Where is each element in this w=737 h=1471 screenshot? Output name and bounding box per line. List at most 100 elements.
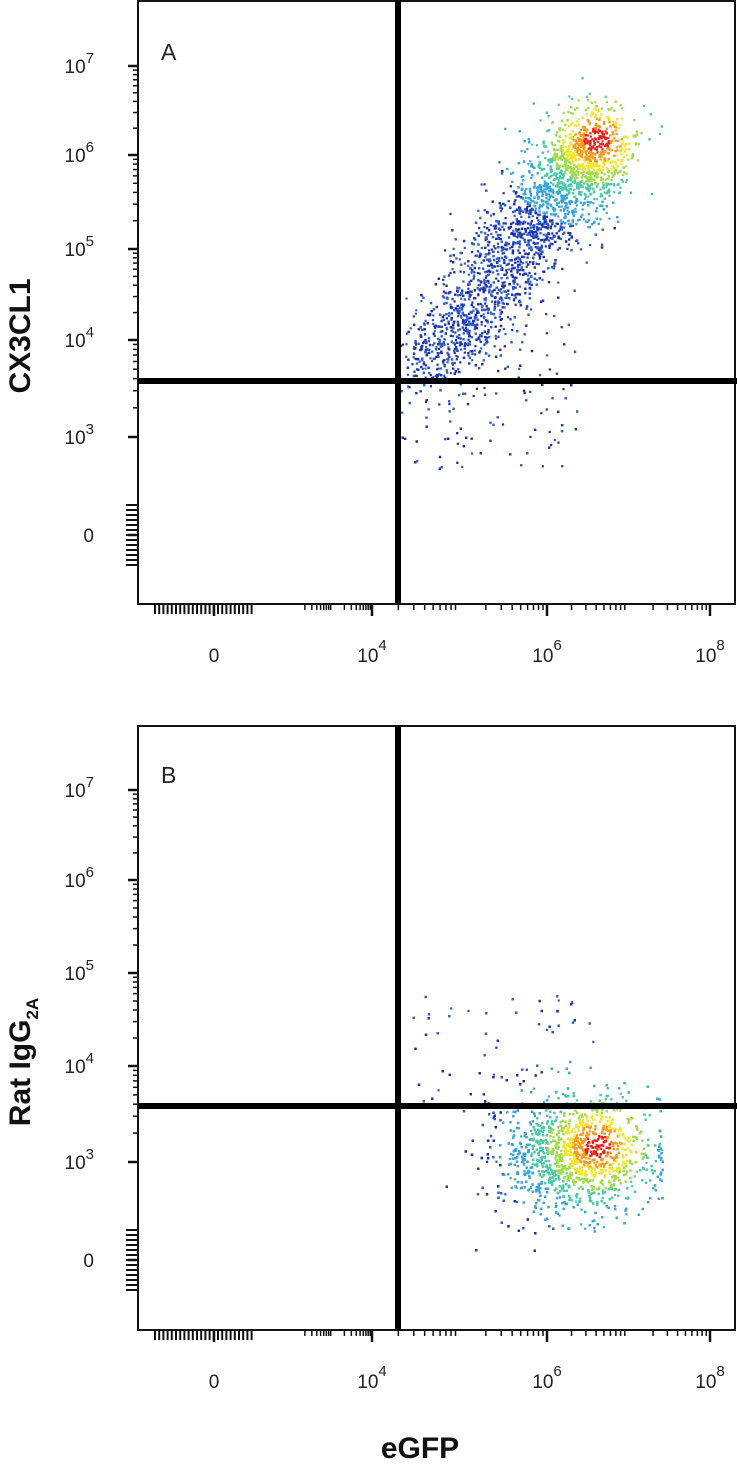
event-point	[548, 246, 551, 250]
event-point	[600, 171, 603, 174]
event-point	[567, 323, 570, 326]
event-point	[449, 326, 452, 329]
event-point	[480, 321, 483, 324]
event-point	[512, 299, 515, 302]
event-point	[576, 150, 579, 153]
event-point	[525, 207, 529, 210]
event-point	[588, 122, 591, 125]
event-point	[425, 346, 428, 349]
event-point	[611, 165, 614, 168]
event-point	[567, 157, 570, 160]
event-point	[491, 300, 494, 303]
event-point	[439, 325, 442, 328]
event-point	[449, 272, 452, 275]
event-point	[529, 199, 532, 202]
event-point	[424, 400, 428, 403]
event-point	[649, 113, 652, 116]
event-point	[479, 340, 482, 343]
event-point	[593, 178, 596, 181]
event-point	[452, 367, 455, 370]
event-point	[539, 189, 542, 193]
event-point	[481, 363, 484, 366]
event-point	[470, 311, 473, 314]
event-point	[459, 294, 462, 297]
event-point	[500, 172, 504, 175]
event-point	[576, 107, 579, 110]
event-point	[534, 209, 537, 212]
event-point	[420, 293, 423, 297]
event-point	[507, 262, 510, 265]
event-point	[588, 175, 591, 179]
event-point	[447, 322, 450, 325]
event-point	[582, 148, 585, 151]
event-point	[456, 432, 459, 435]
event-point	[449, 306, 453, 309]
event-point	[406, 332, 409, 335]
event-point	[528, 230, 531, 233]
event-point	[525, 324, 528, 327]
event-point	[608, 194, 611, 197]
event-point	[522, 255, 526, 259]
event-point	[579, 138, 582, 141]
event-point	[550, 444, 553, 447]
event-point	[507, 200, 510, 203]
event-point	[497, 246, 500, 249]
event-point	[415, 309, 418, 312]
event-point	[548, 196, 551, 199]
event-point	[485, 270, 488, 273]
event-point	[461, 465, 464, 468]
event-point	[451, 330, 454, 333]
event-point	[624, 143, 627, 146]
event-point	[467, 330, 470, 333]
event-point	[451, 363, 455, 366]
event-point	[504, 204, 507, 207]
event-point	[468, 317, 471, 320]
event-point	[513, 298, 516, 301]
event-point	[536, 228, 539, 231]
event-point	[495, 355, 498, 358]
event-point	[581, 77, 584, 80]
event-point	[400, 344, 403, 347]
event-point	[505, 269, 508, 272]
event-point	[576, 184, 579, 187]
event-point	[439, 345, 442, 348]
event-point	[564, 201, 567, 204]
event-point	[589, 114, 592, 117]
event-point	[628, 142, 631, 145]
event-point	[584, 193, 587, 196]
event-point	[514, 199, 517, 202]
event-point	[539, 250, 542, 253]
event-point	[484, 284, 487, 287]
event-point	[546, 172, 549, 175]
event-point	[592, 202, 595, 205]
event-point	[485, 305, 488, 308]
event-point	[542, 211, 545, 214]
event-point	[462, 356, 466, 359]
event-point	[524, 229, 528, 232]
event-point	[437, 337, 440, 340]
event-point	[542, 142, 545, 145]
event-point	[495, 231, 498, 234]
event-point	[607, 177, 610, 181]
event-point	[566, 153, 569, 156]
event-point	[606, 190, 609, 193]
event-point	[497, 257, 500, 260]
event-point	[481, 306, 484, 309]
event-point	[595, 146, 598, 149]
event-point	[619, 104, 622, 107]
event-point	[445, 369, 448, 372]
event-point	[489, 214, 493, 217]
event-point	[433, 334, 436, 337]
event-point	[596, 130, 599, 133]
event-point	[463, 298, 466, 301]
event-point	[479, 302, 482, 306]
event-point	[438, 339, 441, 342]
event-point	[479, 452, 482, 455]
event-point	[497, 335, 500, 338]
event-point	[527, 163, 530, 166]
event-point	[490, 248, 493, 251]
event-point	[562, 174, 565, 178]
event-point	[510, 267, 513, 270]
event-point	[546, 205, 549, 208]
event-point	[630, 157, 633, 160]
